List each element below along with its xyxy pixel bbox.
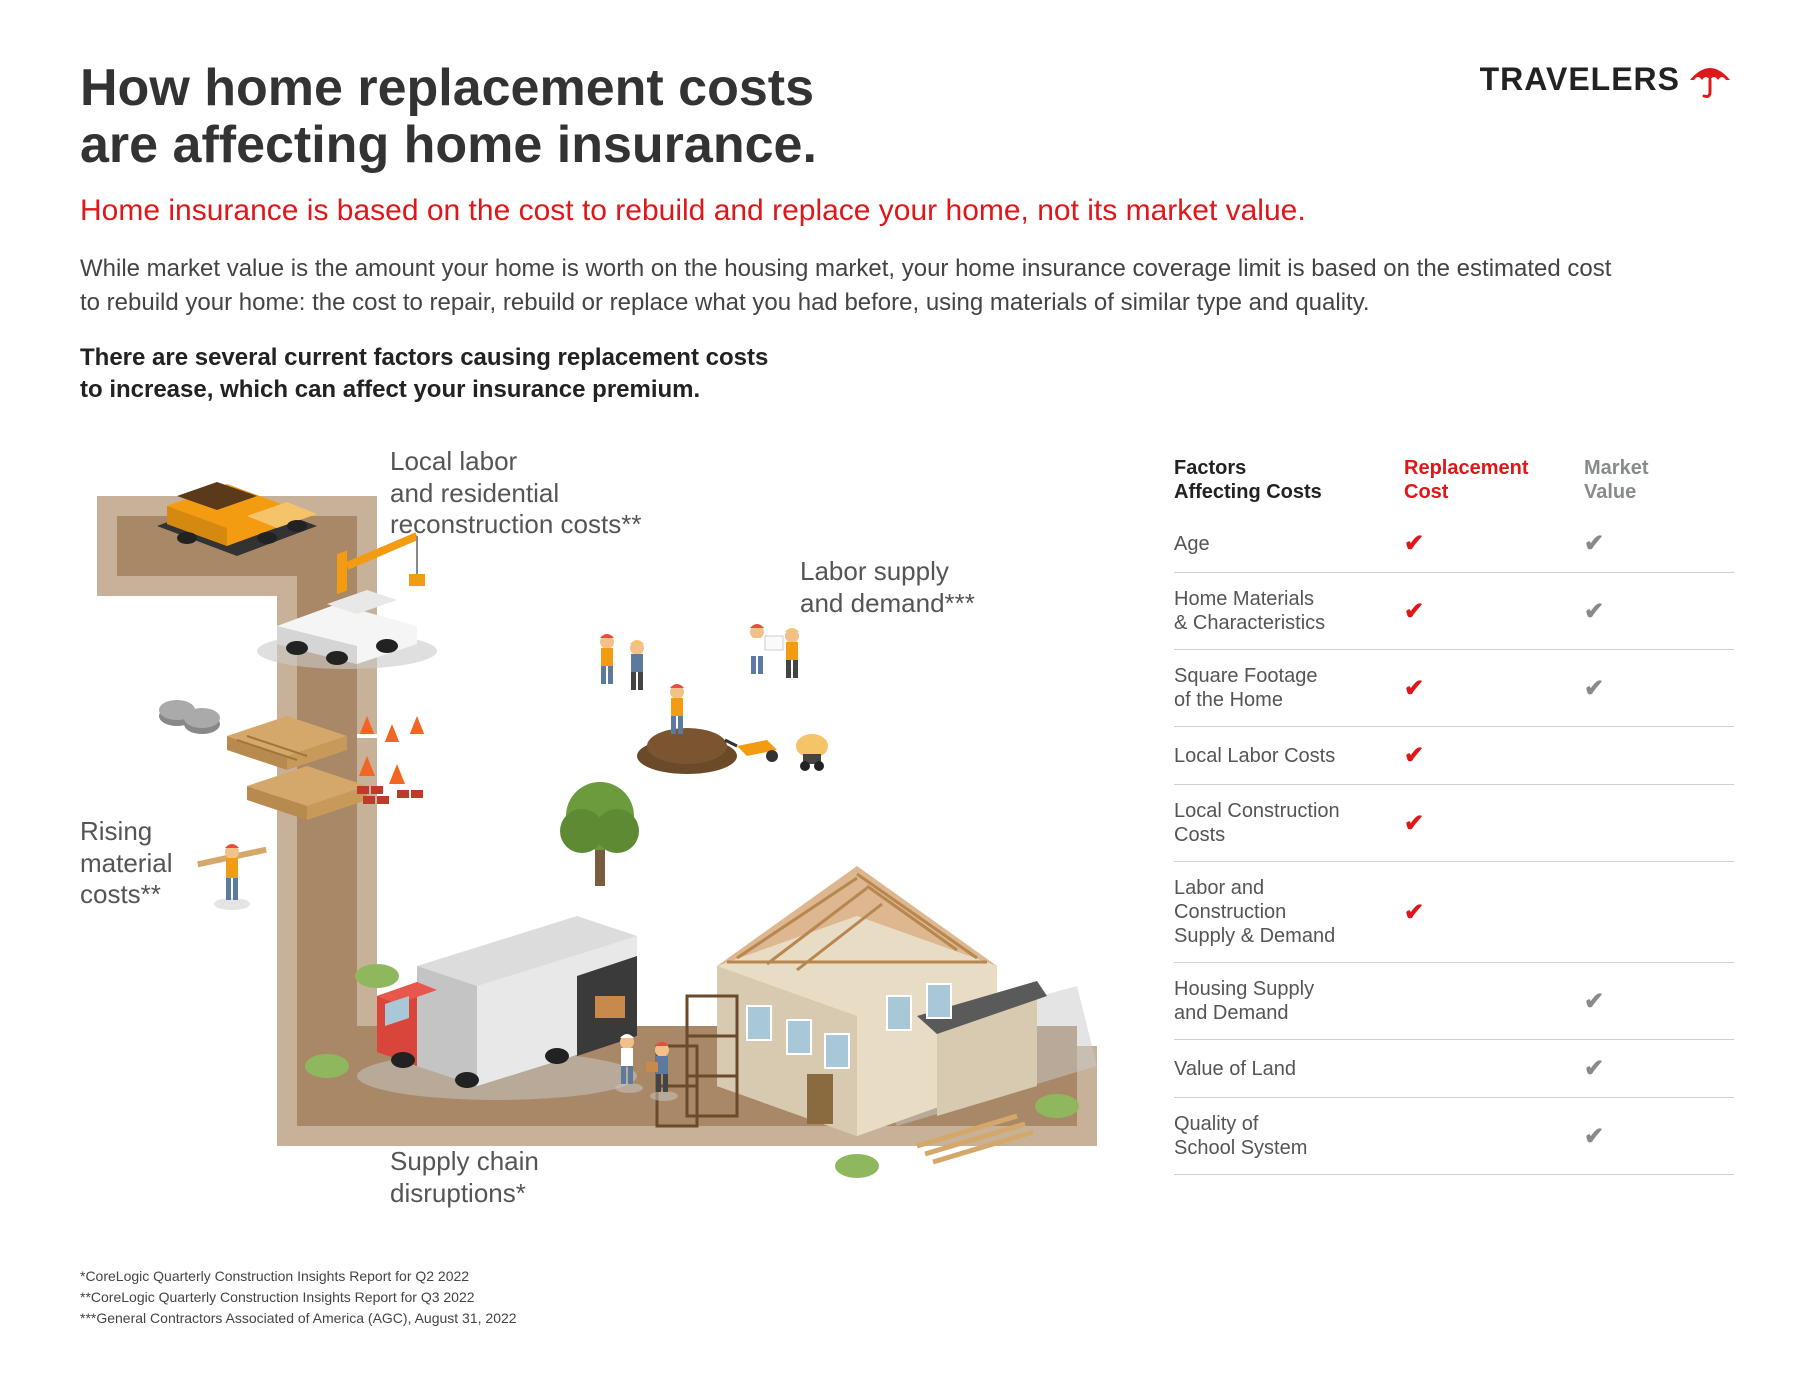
row-label: Local Labor Costs bbox=[1174, 744, 1404, 768]
th-market: MarketValue bbox=[1584, 456, 1734, 504]
row-label: Housing Supplyand Demand bbox=[1174, 977, 1404, 1025]
table-header-row: FactorsAffecting Costs ReplacementCost M… bbox=[1174, 456, 1734, 515]
label-labor-supply: Labor supply and demand*** bbox=[800, 556, 975, 618]
row-label: Labor andConstructionSupply & Demand bbox=[1174, 876, 1404, 948]
row-label: Home Materials& Characteristics bbox=[1174, 587, 1404, 635]
body-paragraph: While market value is the amount your ho… bbox=[80, 252, 1630, 319]
replacement-check: ✔ bbox=[1404, 809, 1584, 838]
th-replacement: ReplacementCost bbox=[1404, 456, 1584, 504]
label-rising-material: Rising material costs** bbox=[80, 816, 172, 910]
footnote-2: **CoreLogic Quarterly Construction Insig… bbox=[80, 1287, 1734, 1308]
replacement-check: ✔ bbox=[1404, 674, 1584, 703]
row-label: Quality ofSchool System bbox=[1174, 1112, 1404, 1160]
table-row: Square Footageof the Home✔✔ bbox=[1174, 650, 1734, 727]
row-label: Local ConstructionCosts bbox=[1174, 799, 1404, 847]
table-row: Housing Supplyand Demand ✔ bbox=[1174, 963, 1734, 1040]
bold-paragraph: There are several current factors causin… bbox=[80, 342, 1734, 407]
table-row: Age✔✔ bbox=[1174, 515, 1734, 573]
table-row: Local ConstructionCosts✔ bbox=[1174, 785, 1734, 862]
umbrella-icon bbox=[1686, 60, 1734, 98]
footnote-1: *CoreLogic Quarterly Construction Insigh… bbox=[80, 1266, 1734, 1287]
table-row: Quality ofSchool System ✔ bbox=[1174, 1098, 1734, 1175]
row-label: Age bbox=[1174, 532, 1404, 556]
row-label: Value of Land bbox=[1174, 1057, 1404, 1081]
construction-illustration: Local labor and residential reconstructi… bbox=[80, 446, 1114, 1246]
table-row: Local Labor Costs✔ bbox=[1174, 727, 1734, 785]
travelers-logo: TRAVELERS bbox=[1480, 60, 1734, 98]
replacement-check: ✔ bbox=[1404, 529, 1584, 558]
label-local-labor: Local labor and residential reconstructi… bbox=[390, 446, 641, 540]
table-row: Labor andConstructionSupply & Demand✔ bbox=[1174, 862, 1734, 963]
footnotes: *CoreLogic Quarterly Construction Insigh… bbox=[80, 1266, 1734, 1329]
bold-line-1: There are several current factors causin… bbox=[80, 344, 768, 371]
market-check: ✔ bbox=[1584, 597, 1734, 626]
logo-text: TRAVELERS bbox=[1480, 61, 1680, 98]
footnote-3: ***General Contractors Associated of Ame… bbox=[80, 1308, 1734, 1329]
table-row: Home Materials& Characteristics✔✔ bbox=[1174, 573, 1734, 650]
replacement-check: ✔ bbox=[1404, 741, 1584, 770]
table-row: Value of Land ✔ bbox=[1174, 1040, 1734, 1098]
row-label: Square Footageof the Home bbox=[1174, 664, 1404, 712]
title-line-1: How home replacement costs bbox=[80, 59, 814, 117]
market-check: ✔ bbox=[1584, 1054, 1734, 1083]
subtitle-text: Home insurance is based on the cost to r… bbox=[80, 194, 1734, 228]
market-check: ✔ bbox=[1584, 529, 1734, 558]
factors-table: FactorsAffecting Costs ReplacementCost M… bbox=[1174, 446, 1734, 1175]
market-check: ✔ bbox=[1584, 674, 1734, 703]
title-line-2: are affecting home insurance. bbox=[80, 116, 817, 174]
market-check: ✔ bbox=[1584, 987, 1734, 1016]
page-title: How home replacement costs are affecting… bbox=[80, 60, 817, 174]
th-factors: FactorsAffecting Costs bbox=[1174, 456, 1404, 504]
bold-line-2: to increase, which can affect your insur… bbox=[80, 376, 700, 403]
replacement-check: ✔ bbox=[1404, 898, 1584, 927]
replacement-check: ✔ bbox=[1404, 597, 1584, 626]
market-check: ✔ bbox=[1584, 1122, 1734, 1151]
label-supply-chain: Supply chain disruptions* bbox=[390, 1146, 539, 1208]
